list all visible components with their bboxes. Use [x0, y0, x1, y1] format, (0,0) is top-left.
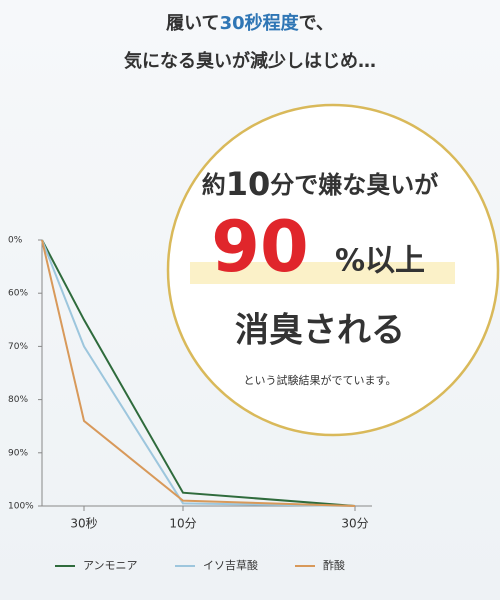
- highlight-bar: [190, 262, 455, 284]
- headline-1: 履いて30秒程度で、: [166, 12, 334, 34]
- y-tick-label: 100%: [8, 502, 34, 512]
- callout-1: 約10分で嫌な臭いが: [202, 165, 439, 203]
- legend-label: イソ吉草酸: [203, 558, 258, 572]
- y-tick-label: 70%: [8, 342, 28, 352]
- text: 約: [202, 171, 226, 199]
- text: 分で嫌な臭いが: [270, 171, 438, 199]
- x-tick-label: 30秒: [70, 517, 97, 531]
- callout-3: 消臭される: [235, 311, 405, 351]
- x-tick-label: 30分: [341, 517, 368, 531]
- headline-2: 気になる臭いが減少しはじめ…: [124, 50, 376, 72]
- text: で、: [299, 13, 334, 34]
- legend-label: 酢酸: [323, 558, 345, 572]
- highlight: 30秒程度: [220, 12, 300, 34]
- callout-note: という試験結果がでています。: [244, 373, 397, 387]
- text: 10: [226, 165, 271, 203]
- series-line: [41, 239, 356, 507]
- x-tick-label: 10分: [169, 517, 196, 531]
- callout-suffix: %以上: [335, 244, 425, 279]
- series-line: [41, 239, 356, 507]
- text: 履いて: [166, 13, 219, 34]
- series-line: [41, 239, 356, 507]
- y-tick-label: 60%: [8, 289, 28, 299]
- y-tick-label: 0%: [8, 236, 23, 246]
- legend-label: アンモニア: [83, 559, 138, 572]
- callout-big: 90: [211, 206, 308, 288]
- y-tick-label: 90%: [8, 448, 28, 458]
- y-tick-label: 80%: [8, 395, 28, 405]
